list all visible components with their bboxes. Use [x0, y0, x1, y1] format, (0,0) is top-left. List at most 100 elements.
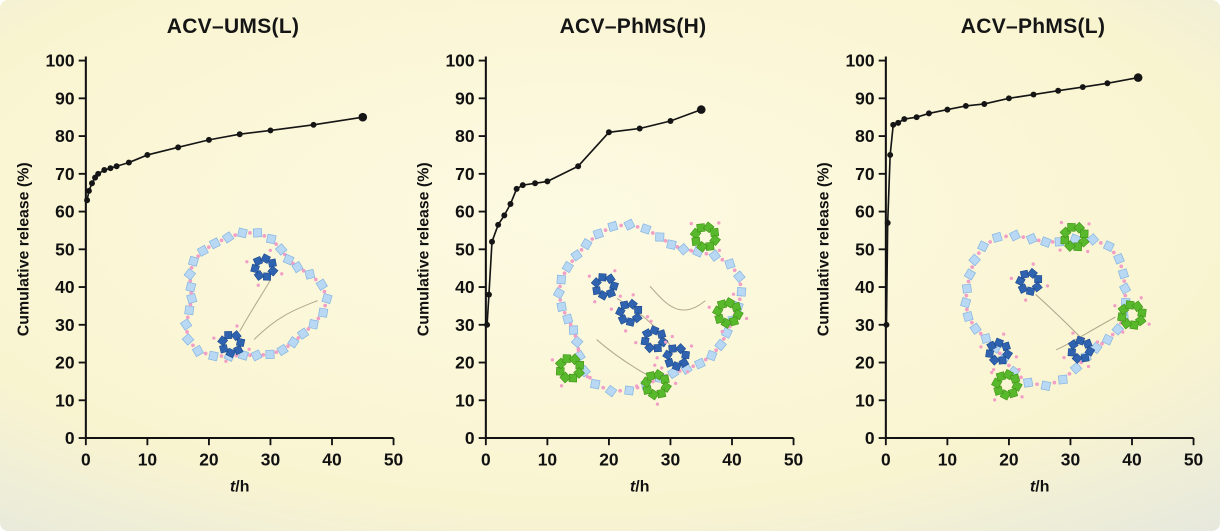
linker-chain: [253, 300, 318, 340]
linker-dot: [1100, 341, 1104, 346]
silica-shell-unit: [1040, 236, 1052, 248]
silica-shell-unit: [1113, 252, 1125, 265]
linker-dot: [206, 245, 211, 249]
release-chart: 0 10 20 30 40 50 60 70 80 90 100 0 10 20 30 40 50 Cumulat…: [812, 42, 1212, 517]
axes: 0 10 20 30 40 50 60 70 80 90 100 0 10 20 30 40 50 Cumulat…: [15, 51, 403, 496]
y-tick-label: 20: [55, 353, 74, 373]
linker-dot: [1112, 250, 1116, 255]
linker-dot: [245, 260, 249, 264]
linker-dot: [618, 388, 622, 393]
phenyl-cluster-unit: [1079, 229, 1089, 239]
silica-shell-unit: [708, 249, 721, 262]
x-axis-label: t/h: [630, 478, 649, 495]
silica-shell-unit: [1086, 233, 1100, 246]
data-point: [1030, 91, 1037, 98]
y-tick-label: 50: [455, 239, 474, 259]
silica-shell-unit: [191, 344, 205, 358]
linker-dot: [1071, 331, 1075, 335]
chart-panel-acv-phms-l: ACV–PhMS(L) 0 10 20 30 40 50 60 70 80 90 100 0 10 20 3…: [812, 0, 1212, 517]
linker-dot: [262, 234, 267, 238]
linker-dot: [703, 357, 708, 362]
silica-shell-unit: [237, 227, 248, 239]
linker-chain: [1035, 294, 1082, 338]
silica-shell-unit: [1023, 377, 1034, 388]
data-point: [519, 182, 526, 189]
silica-shell-unit: [960, 297, 972, 309]
linker-dot: [562, 310, 567, 315]
drug-cluster-unit: [681, 350, 690, 360]
linker-chain: [239, 279, 271, 332]
linker-dot: [970, 265, 975, 269]
silica-shell-unit: [736, 287, 747, 297]
linker-dot: [322, 289, 327, 294]
data-point: [532, 180, 539, 187]
data-point: [605, 129, 612, 136]
linker-dot: [1014, 355, 1019, 359]
linker-dot: [570, 259, 575, 263]
linker-dot: [1050, 240, 1055, 244]
linker-dot: [634, 341, 638, 345]
data-point: [84, 197, 91, 204]
silica-shell-unit: [291, 261, 304, 274]
linker-dot: [1122, 279, 1127, 283]
linker-dot: [316, 316, 321, 321]
x-tick-label: 50: [1184, 450, 1203, 470]
data-point: [267, 127, 274, 134]
linker-dot: [212, 336, 216, 340]
silica-shell-unit: [968, 253, 981, 267]
silica-shell-unit: [308, 319, 319, 330]
x-tick-label: 40: [1122, 450, 1141, 470]
data-point: [101, 167, 108, 173]
linker-dot: [738, 282, 743, 287]
linker-dot: [219, 238, 224, 243]
linker-dot: [559, 384, 564, 388]
linker-dot: [1009, 276, 1014, 280]
y-tick-label: 10: [455, 390, 474, 410]
release-curve: [885, 76, 1139, 325]
data-point: [513, 185, 520, 192]
linker-dot: [670, 334, 674, 339]
x-tick-label: 30: [1061, 450, 1080, 470]
linker-dot: [1086, 364, 1091, 369]
linker-dot: [618, 294, 622, 298]
linker-dot: [587, 274, 591, 278]
linker-dot: [645, 315, 650, 319]
y-tick-label: 60: [55, 202, 74, 222]
y-tick-label: 90: [55, 88, 74, 108]
data-point: [144, 151, 151, 158]
linker-dot: [323, 303, 327, 308]
silica-shell-unit: [561, 260, 574, 274]
linker-dot: [664, 340, 668, 344]
silica-shell-unit: [1025, 232, 1038, 245]
y-tick-label: 60: [855, 202, 874, 222]
linker-dot: [717, 221, 721, 225]
linker-dot: [593, 300, 597, 304]
nanoparticle-illustration: [960, 220, 1151, 402]
nanoparticle-illustration: [179, 227, 333, 363]
linker-dot: [196, 254, 200, 258]
chart-title: ACV–UMS(L): [166, 15, 300, 38]
linker-dot: [1067, 371, 1072, 376]
linker-dot: [673, 381, 678, 386]
drug-cluster-unit: [1067, 348, 1076, 357]
y-tick-label: 30: [55, 315, 74, 335]
linker-dot: [256, 283, 260, 287]
chart-title: ACV–PhMS(H): [559, 15, 707, 38]
silica-shell-unit: [733, 270, 746, 283]
linker-dot: [691, 364, 695, 369]
x-tick-label: 0: [881, 450, 891, 470]
linker-dot: [247, 347, 251, 351]
silica-shell-unit: [724, 258, 736, 270]
release-chart: 0 10 20 30 40 50 60 70 80 90 100 0 10 20 30 40 50 Cumulat…: [412, 42, 812, 517]
y-tick-label: 80: [855, 126, 874, 146]
linker-dot: [550, 358, 555, 362]
x-tick-label: 50: [384, 450, 403, 470]
phenyl-cluster-unit: [691, 236, 701, 247]
chart-svg: 0 10 20 30 40 50 60 70 80 90 100 0 10 20 30 40 50 Cumulat…: [815, 51, 1203, 496]
silica-shell-unit: [274, 243, 288, 256]
silica-shell-unit: [321, 292, 333, 305]
silica-shell-unit: [570, 335, 584, 349]
data-point: [887, 151, 894, 158]
data-point: [89, 180, 95, 187]
y-tick-label: 10: [855, 390, 874, 410]
